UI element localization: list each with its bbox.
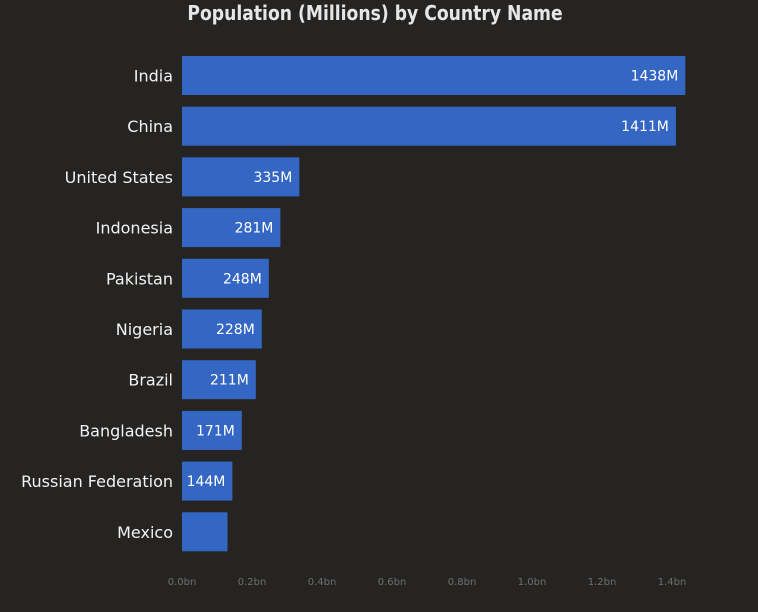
data-label-indonesia: 281M	[235, 221, 274, 237]
category-label-bangladesh: Bangladesh	[79, 421, 173, 440]
category-label-mexico: Mexico	[117, 523, 173, 542]
bar-pakistan[interactable]	[182, 258, 269, 298]
bar-russian-federation[interactable]	[182, 461, 233, 501]
data-label-china: 1411M	[621, 119, 669, 135]
category-labels: India China United States Indonesia Pakistan…	[21, 67, 173, 542]
x-tick-label: 0.0bn	[168, 577, 197, 588]
category-label-russian-federation: Russian Federation	[21, 472, 173, 491]
x-tick-label: 1.4bn	[658, 577, 687, 588]
category-label-brazil: Brazil	[128, 371, 173, 390]
x-tick-label: 0.2bn	[238, 577, 267, 588]
bar-india[interactable]	[182, 56, 686, 95]
category-label-china: China	[127, 117, 173, 136]
x-tick-label: 0.6bn	[378, 577, 407, 588]
data-label-brazil: 211M	[210, 373, 249, 389]
value-labels: 1438M 1411M 335M 281M 248M 228M 211M 171M 144M	[187, 69, 679, 491]
data-label-nigeria: 228M	[216, 322, 255, 338]
chart-title: Population (Millions) by Country Name	[187, 1, 563, 25]
x-tick-label: 1.2bn	[588, 577, 617, 588]
data-label-bangladesh: 171M	[196, 423, 235, 439]
category-label-united-states: United States	[65, 168, 173, 187]
bar-bangladesh[interactable]	[182, 410, 242, 450]
bars-layer	[182, 56, 686, 552]
bar-united-states[interactable]	[182, 157, 300, 197]
category-label-nigeria: Nigeria	[116, 320, 173, 339]
x-axis-ticks: 0.0bn 0.2bn 0.4bn 0.6bn 0.8bn 1.0bn 1.2bn 1.4bn	[168, 577, 687, 588]
x-tick-label: 1.0bn	[518, 577, 547, 588]
bar-mexico[interactable]	[182, 512, 228, 552]
bar-indonesia[interactable]	[182, 208, 281, 248]
category-label-indonesia: Indonesia	[96, 219, 173, 238]
data-label-united-states: 335M	[253, 170, 292, 186]
bar-china[interactable]	[182, 106, 676, 146]
data-label-pakistan: 248M	[223, 271, 262, 287]
data-label-india: 1438M	[631, 69, 679, 85]
x-tick-label: 0.4bn	[308, 577, 337, 588]
x-tick-label: 0.8bn	[448, 577, 477, 588]
bar-nigeria[interactable]	[182, 309, 262, 349]
category-label-pakistan: Pakistan	[106, 269, 173, 288]
bar-brazil[interactable]	[182, 360, 256, 400]
data-label-russian-federation: 144M	[187, 474, 226, 490]
category-label-india: India	[134, 67, 173, 86]
